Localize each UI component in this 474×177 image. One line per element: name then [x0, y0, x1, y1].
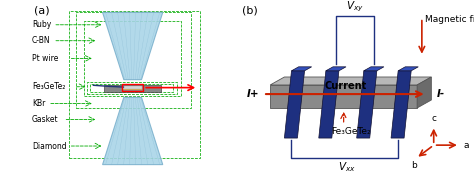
Polygon shape [102, 12, 163, 80]
Text: KBr: KBr [32, 99, 45, 108]
Bar [123, 88, 142, 90]
Text: Current: Current [325, 81, 367, 91]
Polygon shape [102, 97, 163, 165]
Bar [69, 11, 200, 158]
Polygon shape [284, 71, 304, 138]
Polygon shape [356, 71, 377, 138]
Polygon shape [391, 71, 411, 138]
Text: $V_{xy}$: $V_{xy}$ [346, 0, 364, 14]
Text: C-BN: C-BN [32, 36, 50, 45]
Text: (a): (a) [34, 5, 49, 15]
Text: Pt wire: Pt wire [32, 54, 58, 63]
Text: Magnetic field: Magnetic field [426, 15, 474, 24]
Text: I-: I- [437, 89, 445, 99]
Text: $V_{xx}$: $V_{xx}$ [338, 160, 356, 174]
Polygon shape [270, 77, 431, 85]
Bar [90, 84, 173, 92]
Polygon shape [398, 67, 418, 71]
Text: c: c [431, 114, 436, 123]
Bar [84, 21, 182, 96]
Text: Gasket: Gasket [32, 115, 58, 124]
Polygon shape [270, 85, 417, 108]
Bar [122, 84, 143, 91]
Text: Diamond: Diamond [32, 142, 66, 150]
Bar [87, 82, 177, 94]
Text: Ruby: Ruby [32, 20, 51, 29]
Polygon shape [292, 67, 311, 71]
Bar [76, 12, 191, 108]
Text: (b): (b) [242, 5, 257, 15]
Text: a: a [464, 141, 469, 150]
Polygon shape [326, 67, 346, 71]
Bar [104, 85, 161, 92]
Polygon shape [319, 71, 339, 138]
Polygon shape [417, 77, 431, 108]
Bar [123, 86, 142, 88]
Text: b: b [410, 161, 417, 170]
Text: Fe₃GeTe₂: Fe₃GeTe₂ [331, 127, 371, 136]
Polygon shape [364, 67, 384, 71]
Text: Fe₃GeTe₂: Fe₃GeTe₂ [32, 82, 65, 91]
Text: I+: I+ [247, 89, 260, 99]
